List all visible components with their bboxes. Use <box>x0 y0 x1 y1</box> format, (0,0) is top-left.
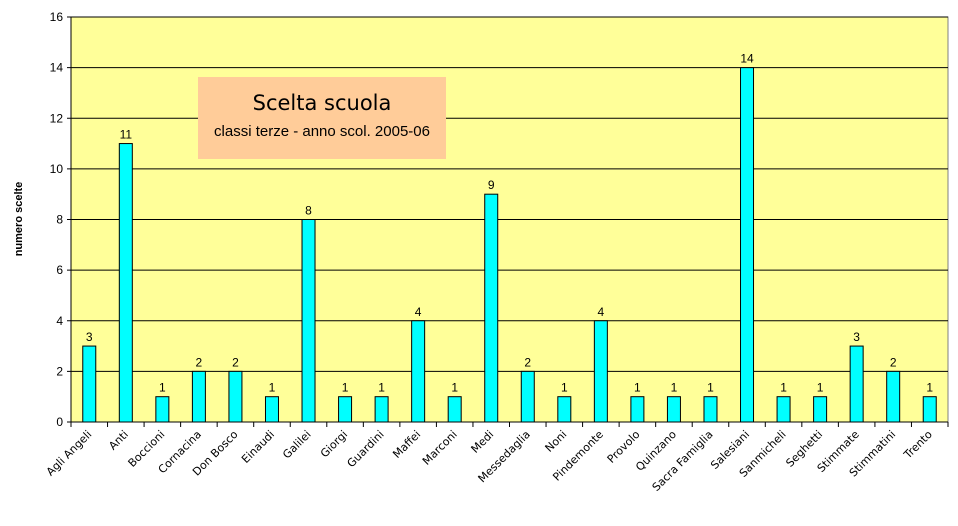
data-label: 4 <box>598 305 605 319</box>
data-label: 1 <box>159 381 166 395</box>
chart-title-box: Scelta scuola classi terze - anno scol. … <box>198 77 446 159</box>
x-tick-label: Galilei <box>280 428 313 461</box>
y-axis-label: numero scelte <box>13 182 25 257</box>
x-tick-label: Agli Angeli <box>44 428 95 479</box>
bar-1 <box>118 143 133 423</box>
bar-13 <box>557 396 572 423</box>
data-label: 3 <box>853 330 860 344</box>
data-label: 2 <box>196 355 203 369</box>
data-label: 2 <box>890 355 897 369</box>
y-tick-label: 4 <box>56 314 63 328</box>
data-label: 2 <box>232 355 239 369</box>
x-tick-label: Anti <box>106 428 131 453</box>
bar-12 <box>520 370 535 423</box>
data-label: 1 <box>817 381 824 395</box>
data-label: 8 <box>305 204 312 218</box>
chart-title: Scelta scuola <box>252 91 392 115</box>
x-tick-label: Medi <box>469 428 497 456</box>
bar-21 <box>849 345 864 423</box>
y-tick-label: 6 <box>56 263 63 277</box>
x-tick-label: Maffei <box>390 428 423 461</box>
y-tick-label: 10 <box>50 162 64 176</box>
x-tick-label: Trento <box>901 428 935 462</box>
x-tick-label: Guardini <box>345 428 387 470</box>
data-label: 1 <box>780 381 787 395</box>
bar-0 <box>82 345 97 423</box>
x-tick-label: Noni <box>543 428 570 455</box>
data-label: 14 <box>740 52 754 66</box>
bar-17 <box>703 396 718 423</box>
bar-5 <box>264 396 279 423</box>
y-tick-labels: 0 2 4 6 8 10 12 14 16 <box>50 10 64 429</box>
bar-4 <box>228 370 243 423</box>
chart-subtitle: classi terze - anno scol. 2005-06 <box>214 123 430 140</box>
bar-9 <box>411 320 426 423</box>
y-tick-label: 8 <box>56 213 63 227</box>
y-tick-label: 0 <box>56 415 63 429</box>
data-label: 1 <box>561 381 568 395</box>
data-label: 1 <box>342 381 349 395</box>
data-label: 2 <box>524 355 531 369</box>
axes <box>67 16 949 427</box>
y-tick-label: 12 <box>50 111 64 125</box>
bars <box>82 67 937 423</box>
data-label: 1 <box>926 381 933 395</box>
bar-22 <box>886 370 901 423</box>
bar-15 <box>630 396 645 423</box>
x-tick-label: Marconi <box>420 428 460 468</box>
bar-10 <box>447 396 462 423</box>
bar-2 <box>155 396 170 423</box>
data-label: 1 <box>671 381 678 395</box>
data-label: 4 <box>415 305 422 319</box>
bar-3 <box>191 370 206 423</box>
bar-7 <box>338 396 353 423</box>
data-label: 11 <box>120 128 133 142</box>
bar-11 <box>484 193 499 423</box>
y-tick-label: 16 <box>50 10 64 24</box>
data-label: 1 <box>451 381 458 395</box>
data-label: 1 <box>269 381 276 395</box>
x-tick-label: Einaudi <box>239 428 277 466</box>
bar-19 <box>776 396 791 423</box>
x-tick-label: Giorgi <box>318 428 350 460</box>
bar-20 <box>813 396 828 423</box>
data-label: 3 <box>86 330 93 344</box>
data-label: 1 <box>707 381 714 395</box>
bar-8 <box>374 396 389 423</box>
y-tick-label: 2 <box>56 364 63 378</box>
gridlines <box>71 16 948 372</box>
data-label: 1 <box>634 381 641 395</box>
bar-6 <box>301 219 316 423</box>
bar-23 <box>922 396 937 423</box>
data-label: 9 <box>488 178 495 192</box>
data-label: 1 <box>378 381 385 395</box>
y-tick-label: 14 <box>50 61 64 75</box>
bar-14 <box>593 320 608 423</box>
bar-16 <box>666 396 681 423</box>
bar-18 <box>740 67 755 423</box>
